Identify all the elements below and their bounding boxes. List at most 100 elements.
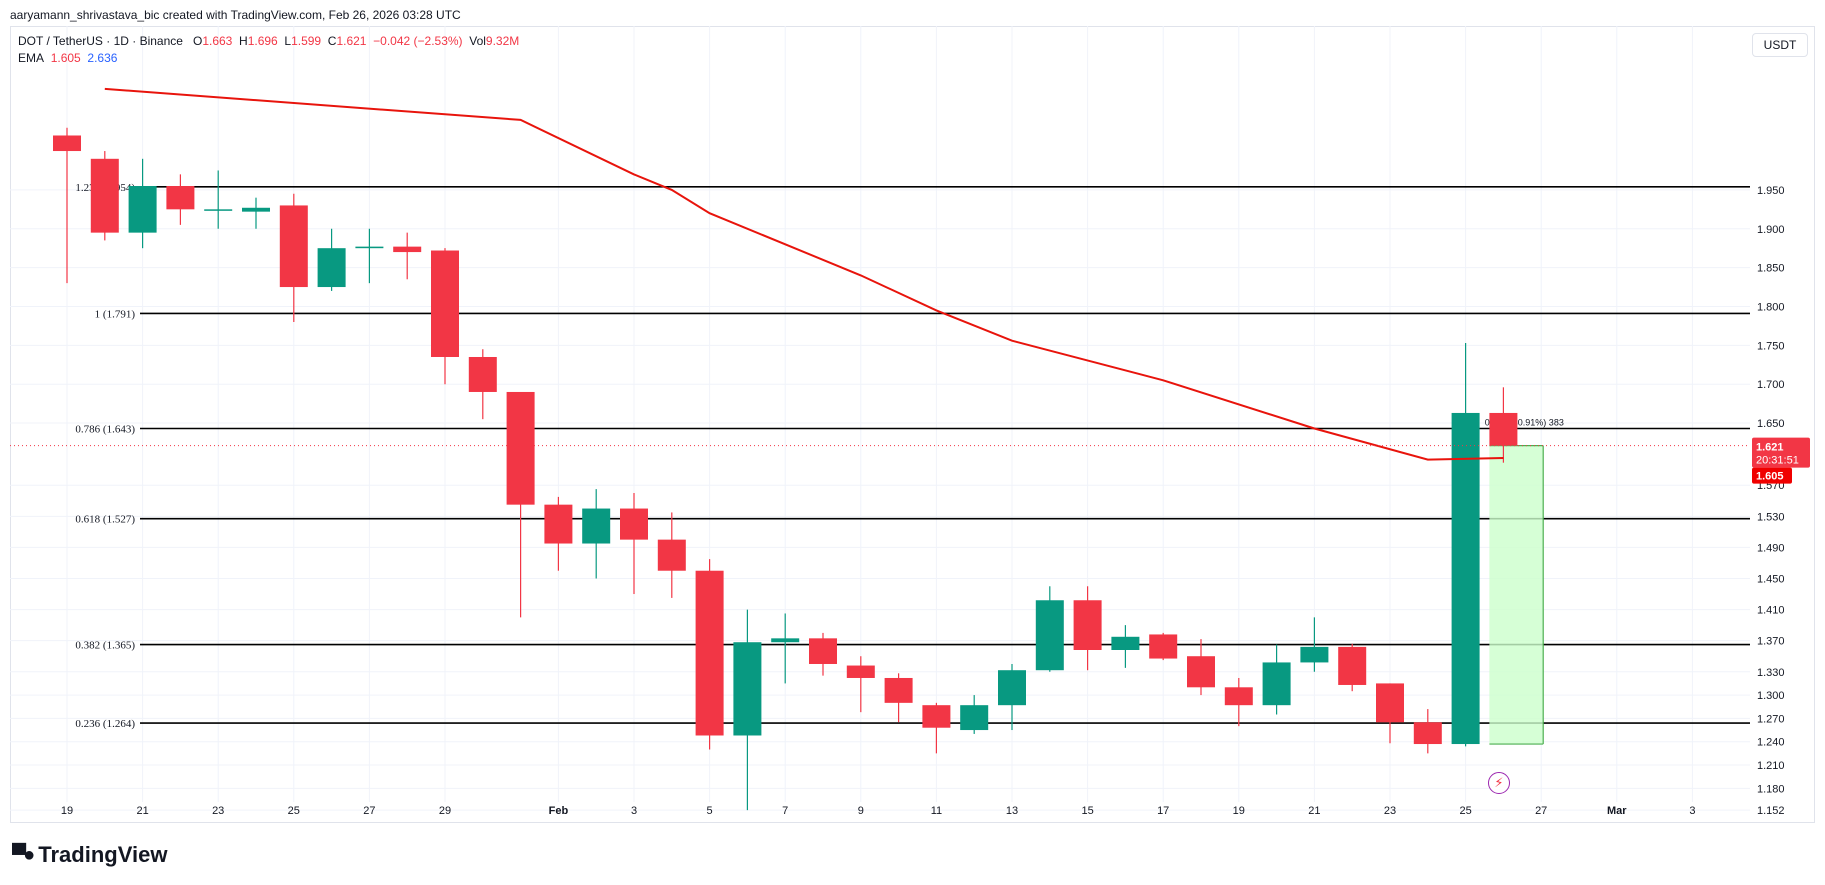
candle-body	[960, 705, 989, 731]
price-tick-label: 1.410	[1757, 605, 1785, 617]
time-tick-label: 17	[1157, 805, 1169, 817]
measure-box[interactable]	[1489, 445, 1544, 745]
price-tick-label: 1.750	[1757, 340, 1785, 352]
chart-pane[interactable]	[10, 26, 1815, 823]
price-tick-label: 1.152	[1757, 805, 1785, 817]
time-tick-label: 29	[439, 805, 451, 817]
time-tick-label: 19	[1233, 805, 1245, 817]
time-tick-label: 27	[1535, 805, 1547, 817]
price-tick-label: 1.850	[1757, 263, 1785, 275]
tradingview-logo-icon: ▀●	[12, 843, 35, 866]
candle-body	[317, 248, 346, 288]
candle-body	[90, 158, 119, 233]
candle-body	[53, 135, 81, 152]
currency-button[interactable]: USDT	[1752, 33, 1808, 57]
candle-body	[1489, 412, 1518, 446]
ema-row[interactable]: EMA 1.605 2.636	[18, 50, 519, 67]
candle-body	[1035, 600, 1064, 671]
candle-body	[657, 539, 686, 571]
price-tick-label: 1.450	[1757, 573, 1785, 585]
fib-level-label: 0.786 (1.643)	[75, 423, 135, 435]
brand-name: TradingView	[38, 842, 168, 867]
candle-body	[1111, 636, 1140, 650]
time-tick-label: 25	[1459, 805, 1471, 817]
time-tick-label: 23	[212, 805, 224, 817]
candle-body	[544, 504, 573, 544]
candle-body	[506, 391, 535, 505]
candle-body	[695, 570, 724, 736]
candle-body	[620, 508, 648, 540]
symbol-label[interactable]: DOT / TetherUS · 1D · Binance	[18, 34, 183, 48]
candle-body	[1262, 662, 1291, 706]
ema-second-value: 2.636	[87, 51, 118, 65]
tradingview-brand: ▀● TradingView	[12, 842, 167, 868]
time-tick-label: 13	[1006, 805, 1018, 817]
price-tick-label: 1.240	[1757, 737, 1785, 749]
lightning-icon[interactable]: ⚡	[1488, 772, 1510, 794]
open-value: 1.663	[202, 34, 233, 48]
candle-body	[809, 638, 837, 664]
fib-level-label: 0.618 (1.527)	[75, 514, 135, 526]
time-tick-label: 7	[782, 805, 788, 817]
price-tick-label: 1.370	[1757, 636, 1785, 648]
candle-body	[771, 638, 800, 643]
volume-label: Vol	[469, 34, 486, 48]
time-tick-label: 5	[707, 805, 713, 817]
price-range-measure[interactable]: 0.383 (30.91%) 383	[1485, 418, 1564, 745]
chart-legend: DOT / TetherUS · 1D · Binance O1.663 H1.…	[18, 33, 519, 67]
candle-body	[582, 508, 611, 544]
candlesticks	[53, 127, 1518, 811]
candle-body	[166, 186, 195, 210]
candle-body	[998, 670, 1026, 706]
price-chart[interactable]: 1.236 (1.954)1 (1.791)0.786 (1.643)0.618…	[0, 0, 1825, 835]
volume-value: 9.32M	[485, 34, 520, 48]
candle-body	[204, 209, 233, 211]
open-label: O	[192, 34, 203, 48]
measure-label: 0.383 (30.91%) 383	[1485, 418, 1564, 428]
price-tick-label: 1.800	[1757, 301, 1785, 313]
fib-retracement[interactable]: 1.236 (1.954)1 (1.791)0.786 (1.643)0.618…	[75, 182, 1750, 730]
close-label: C	[327, 34, 337, 48]
ohlc-row: DOT / TetherUS · 1D · Binance O1.663 H1.…	[18, 33, 519, 50]
price-tick-label: 1.700	[1757, 379, 1785, 391]
ema-label: EMA	[18, 51, 45, 65]
price-tick-label: 1.180	[1757, 783, 1785, 795]
fib-level-label: 1 (1.791)	[95, 308, 136, 320]
candle-body	[1451, 412, 1480, 745]
fib-level-label: 0.236 (1.264)	[75, 718, 135, 730]
price-tick-label: 1.300	[1757, 690, 1785, 702]
candle-body	[1376, 683, 1404, 723]
time-tick-label: 25	[288, 805, 300, 817]
ema-price-tag-value: 1.605	[1756, 471, 1784, 483]
price-tick-label: 1.330	[1757, 667, 1785, 679]
candle-body	[1338, 646, 1367, 685]
time-axis[interactable]: 19 21 23 25 27 29 Feb 3 5 7 9 11 13 15 17 19 21 23 25 27 Mar…	[61, 805, 1696, 817]
candle-body	[393, 246, 422, 253]
candle-body	[884, 677, 913, 703]
price-tick-label: 1.490	[1757, 542, 1785, 554]
close-value: 1.621	[336, 34, 367, 48]
price-tick-label: 1.210	[1757, 760, 1785, 772]
candle-body	[1300, 646, 1329, 663]
candle-body	[128, 186, 157, 233]
price-axis[interactable]: 1.9501.9001.8501.8001.7501.7001.6501.570…	[1757, 185, 1785, 817]
time-tick-label: 11	[931, 805, 942, 817]
fib-level-label: 0.382 (1.365)	[75, 640, 135, 652]
time-tick-label: Feb	[549, 805, 569, 817]
candle-body	[1224, 687, 1253, 706]
time-tick-label: 21	[136, 805, 148, 817]
candle-body	[279, 205, 308, 288]
time-tick-label: 9	[858, 805, 864, 817]
candle-body	[1149, 634, 1178, 659]
ema-value: 1.605	[50, 51, 81, 65]
change-value: −0.042 (−2.53%)	[373, 34, 463, 48]
ema-price-tag	[1752, 467, 1792, 484]
price-tick-label: 1.950	[1757, 185, 1785, 197]
time-tick-label: 3	[1689, 805, 1695, 817]
time-tick-label: 27	[363, 805, 375, 817]
high-value: 1.696	[247, 34, 278, 48]
ema-line	[104, 87, 1504, 461]
candle-body	[468, 356, 497, 392]
candle-body	[1413, 722, 1442, 745]
